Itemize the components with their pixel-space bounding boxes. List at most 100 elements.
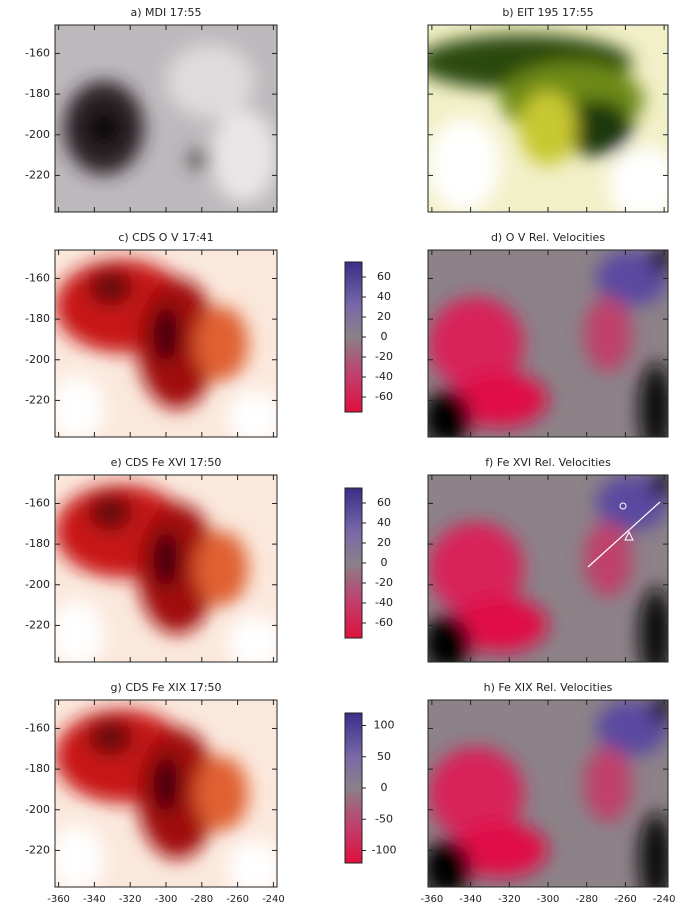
panel-title: c) CDS O V 17:41 [118,231,213,244]
panel: f) Fe XVI Rel. Velocities [427,456,669,663]
image-feature [428,390,472,437]
image-feature [651,250,668,275]
panel: c) CDS O V 17:41 -160 -180 -200 -220 [25,231,278,438]
image-feature [452,821,548,878]
x-tick-label: -320 [119,894,142,904]
colorbar-tick-label: -60 [375,390,393,403]
x-tick-label: -360 [47,894,70,904]
image-feature [651,700,668,725]
colorbar-tick-label: 20 [377,310,391,323]
panel-image [428,25,668,212]
y-tick-label: -200 [25,353,50,366]
image-blobs [55,484,277,662]
y-tick-label: -180 [25,87,50,100]
image-feature [55,825,104,887]
y-tick-label: -180 [25,537,50,550]
colorbar-tick-label: 0 [381,556,388,569]
image-feature [428,615,472,662]
panel: d) O V Rel. Velocities [427,231,669,438]
image-feature [55,375,104,437]
x-tick-label: -280 [575,894,598,904]
image-feature [210,109,277,203]
x-tick-label: -340 [83,894,106,904]
image-blobs [428,700,668,887]
marker [624,530,634,541]
colorbar-scale [344,487,363,639]
panel-title: h) Fe XIX Rel. Velocities [484,681,613,694]
colorbar-tick-label: -40 [375,596,393,609]
panel: b) EIT 195 17:55 [427,6,669,213]
y-tick-label: -160 [25,271,50,284]
colorbar-tick-label: 0 [381,781,388,794]
image-feature [194,531,249,606]
y-tick-label: -220 [25,168,50,181]
panel-title: g) CDS Fe XIX 17:50 [111,681,222,694]
image-feature [428,840,472,887]
image-feature [88,111,120,145]
image-feature [166,43,255,119]
image-feature [584,746,632,822]
y-tick-label: -180 [25,762,50,775]
y-tick-label: -200 [25,578,50,591]
image-feature [651,475,668,500]
x-tick-label: -300 [537,894,560,904]
x-tick-label: -360 [421,894,444,904]
y-tick-label: -160 [25,46,50,59]
panel-image [55,250,277,437]
image-feature [88,718,133,757]
y-tick-label: -200 [25,803,50,816]
panel-image [55,475,277,662]
image-blobs [55,259,277,437]
image-feature [428,118,500,212]
colorbar-tick-label: 40 [377,290,391,303]
x-tick-label: -300 [155,894,178,904]
colorbar: 60 40 20 0 -20 -40 -60 [344,487,393,639]
marker [619,502,627,510]
colorbar-tick-label: -60 [375,616,393,629]
x-tick-label: -280 [190,894,213,904]
colorbar-scale [344,712,363,864]
image-feature [228,615,277,662]
image-feature [584,296,632,372]
panel: g) CDS Fe XIX 17:50 -160 -180 -200 -220 -360 -… [25,681,285,905]
x-tick-label: -260 [226,894,249,904]
image-feature [88,268,133,307]
image-feature [519,90,577,166]
x-tick-label: -340 [459,894,482,904]
image-blobs [63,43,277,203]
image-blobs [55,709,277,887]
panel-image [55,25,277,212]
panel-image [428,250,668,437]
colorbar-tick-label: 20 [377,536,391,549]
y-tick-label: -180 [25,312,50,325]
colorbar-tick-label: 60 [377,270,391,283]
image-feature [428,521,524,616]
colorbar-tick-label: 60 [377,496,391,509]
panel-image [428,475,668,662]
image-feature [428,746,524,841]
image-feature [88,493,133,532]
panel: e) CDS Fe XVI 17:50 -160 -180 -200 -220 [25,456,278,663]
image-feature [152,756,180,813]
image-feature [452,371,548,428]
y-tick-label: -160 [25,496,50,509]
image-blobs [428,250,668,437]
image-feature [596,700,668,757]
colorbar: 100 50 0 -50 -100 [344,712,397,864]
panel-title: b) EIT 195 17:55 [502,6,593,19]
colorbar-tick-label: -100 [372,844,397,857]
slit-line [587,501,661,568]
image-feature [584,521,632,597]
image-feature [608,146,668,212]
y-tick-label: -220 [25,843,50,856]
image-feature [194,756,249,831]
x-tick-label: -260 [614,894,637,904]
image-feature [228,390,277,437]
image-feature [228,840,277,887]
y-tick-label: -160 [25,721,50,734]
image-feature [152,531,180,588]
image-feature [55,600,104,662]
image-feature [560,99,632,156]
image-blobs [428,34,668,212]
